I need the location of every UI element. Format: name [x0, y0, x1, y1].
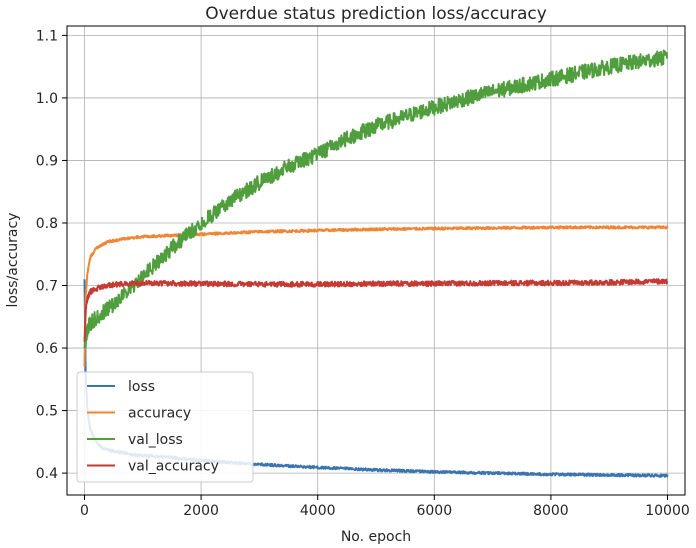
series-line-val-loss	[83, 49, 669, 349]
legend-label-val-loss: val_loss	[128, 432, 183, 448]
legend-label-val-accuracy: val_accuracy	[128, 459, 219, 475]
x-tick-label: 4000	[300, 503, 336, 519]
y-tick-label: 0.9	[36, 153, 58, 169]
y-axis-label: loss/accuracy	[5, 213, 21, 308]
series-line-accuracy	[83, 225, 669, 367]
x-tick-label: 8000	[533, 503, 569, 519]
y-tick-label: 0.4	[36, 466, 58, 482]
x-tick-label: 10000	[645, 503, 690, 519]
y-tick-label: 0.5	[36, 404, 58, 420]
legend: loss accuracy val_loss val_accuracy	[76, 371, 254, 483]
chart-title: Overdue status prediction loss/accuracy	[205, 4, 547, 24]
legend-label-accuracy: accuracy	[128, 406, 191, 422]
legend-label-loss: loss	[128, 379, 155, 395]
y-tick-label: 1.0	[36, 91, 58, 107]
y-tick-label: 0.6	[36, 341, 58, 357]
y-tick-label: 0.7	[36, 279, 58, 295]
x-tick-label: 0	[80, 503, 89, 519]
ticks: 0 2000 4000 6000 8000 10000 0.4 0.5 0.6 0.7 0.8 0.9…	[36, 28, 690, 519]
x-axis-label: No. epoch	[341, 529, 411, 545]
x-tick-label: 6000	[416, 503, 452, 519]
y-tick-label: 0.8	[36, 216, 58, 232]
y-tick-label: 1.1	[36, 28, 58, 44]
x-tick-label: 2000	[183, 503, 219, 519]
series-line-val-accuracy	[83, 278, 669, 342]
legend-box	[76, 371, 254, 483]
plot-frame	[66, 25, 686, 496]
